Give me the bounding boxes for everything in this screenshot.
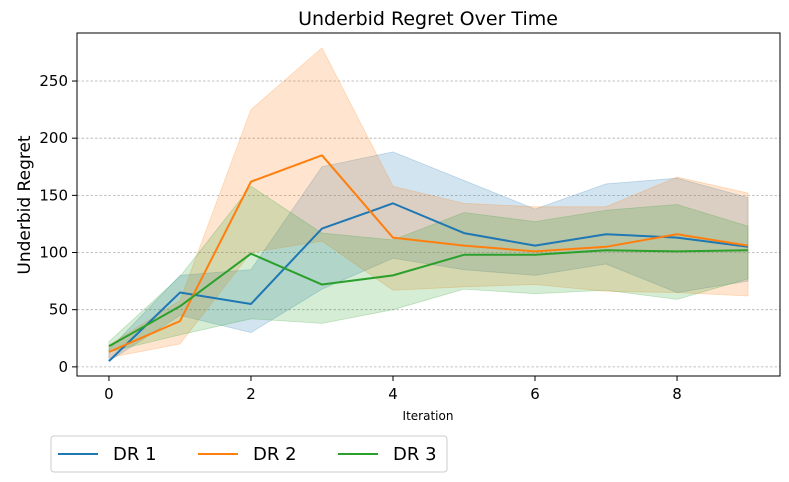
y-tick-label-5: 250	[39, 72, 68, 90]
x-axis-ticks: 0 2 4 6 8	[104, 376, 682, 403]
confidence-band-series-3	[108, 185, 749, 353]
confidence-bands	[108, 47, 749, 362]
legend-frame	[50, 435, 448, 473]
confidence-band-series-2	[108, 47, 749, 359]
y-tick-label-4: 200	[39, 129, 68, 147]
y-gridlines	[77, 80, 780, 368]
y-axis-ticks: 0 50 100 150 200 250	[39, 72, 77, 376]
series-line-2	[108, 154, 749, 353]
confidence-band-series-1	[108, 151, 749, 362]
plot-area-frame	[76, 32, 781, 377]
x-tick-label-0: 0	[104, 385, 114, 403]
y-tick-label-2: 100	[39, 244, 68, 262]
legend-label-series-1: DR 1	[113, 444, 157, 465]
series-line-1	[108, 202, 749, 362]
legend-label-series-2: DR 2	[253, 444, 297, 465]
y-tick-label-3: 150	[39, 186, 68, 204]
series-lines	[108, 154, 749, 362]
x-tick-label-1: 2	[246, 385, 256, 403]
x-tick-label-2: 4	[388, 385, 398, 403]
series-line-3	[108, 249, 749, 348]
chart-title: Underbid Regret Over Time	[298, 8, 558, 30]
y-tick-label-0: 0	[58, 358, 68, 376]
x-tick-label-3: 6	[530, 385, 540, 403]
chart-legend: DR 1 DR 2 DR 3	[50, 435, 448, 473]
x-tick-label-4: 8	[672, 385, 682, 403]
y-tick-label-1: 50	[49, 301, 68, 319]
y-axis-label: Underbid Regret	[15, 135, 35, 275]
legend-label-series-3: DR 3	[393, 444, 437, 465]
x-axis-label: Iteration	[403, 409, 454, 423]
